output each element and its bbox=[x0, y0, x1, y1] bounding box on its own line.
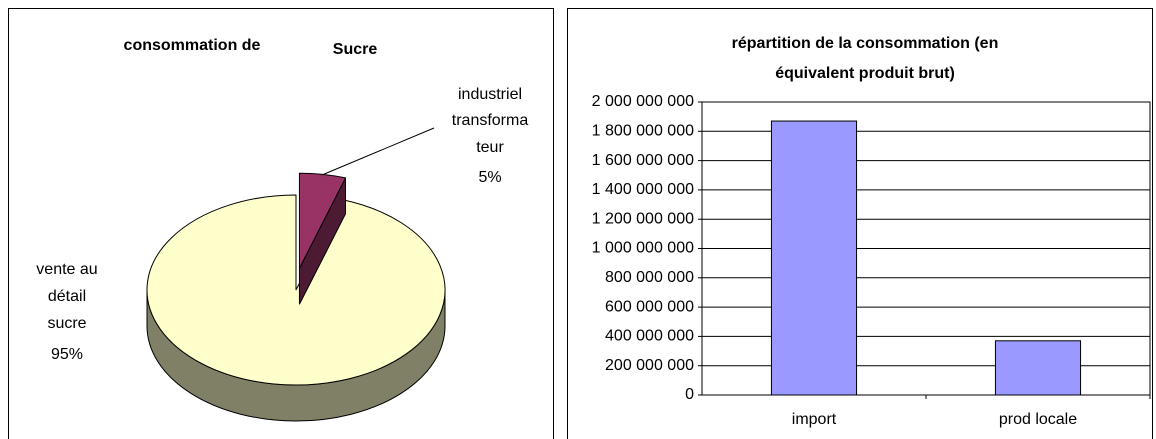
y-tick-label: 0 bbox=[685, 386, 694, 403]
chart-title: consommation de bbox=[124, 37, 261, 54]
slice-value-label: 5% bbox=[478, 169, 501, 186]
slice-label: détail bbox=[48, 288, 86, 305]
chart-title: Sucre bbox=[333, 41, 378, 58]
chart-title: répartition de la consommation (en bbox=[732, 35, 999, 52]
y-tick-label: 1 600 000 000 bbox=[592, 152, 694, 169]
bar bbox=[994, 340, 1082, 396]
y-tick-label: 1 800 000 000 bbox=[592, 123, 694, 140]
y-tick-label: 1 000 000 000 bbox=[592, 240, 694, 257]
slice-label: transforma bbox=[452, 112, 529, 129]
leader-line bbox=[321, 127, 435, 176]
slice-value-label: 95% bbox=[51, 346, 83, 363]
y-tick-label: 2 000 000 000 bbox=[592, 93, 694, 110]
slice-label: sucre bbox=[47, 315, 86, 332]
y-tick-label: 200 000 000 bbox=[605, 357, 694, 374]
slice-label: vente au bbox=[36, 261, 97, 278]
y-tick-label: 400 000 000 bbox=[605, 328, 694, 345]
y-tick-label: 600 000 000 bbox=[605, 298, 694, 315]
slice-label: teur bbox=[476, 139, 504, 156]
chart-title: équivalent produit brut) bbox=[775, 65, 955, 82]
slice-label: industriel bbox=[458, 86, 522, 103]
bar bbox=[770, 120, 858, 396]
y-tick-label: 1 400 000 000 bbox=[592, 181, 694, 198]
pie-slice bbox=[146, 194, 446, 386]
y-tick-label: 1 200 000 000 bbox=[592, 210, 694, 227]
y-tick-label: 800 000 000 bbox=[605, 269, 694, 286]
x-tick-label: prod locale bbox=[999, 411, 1077, 428]
x-tick-label: import bbox=[792, 411, 837, 428]
